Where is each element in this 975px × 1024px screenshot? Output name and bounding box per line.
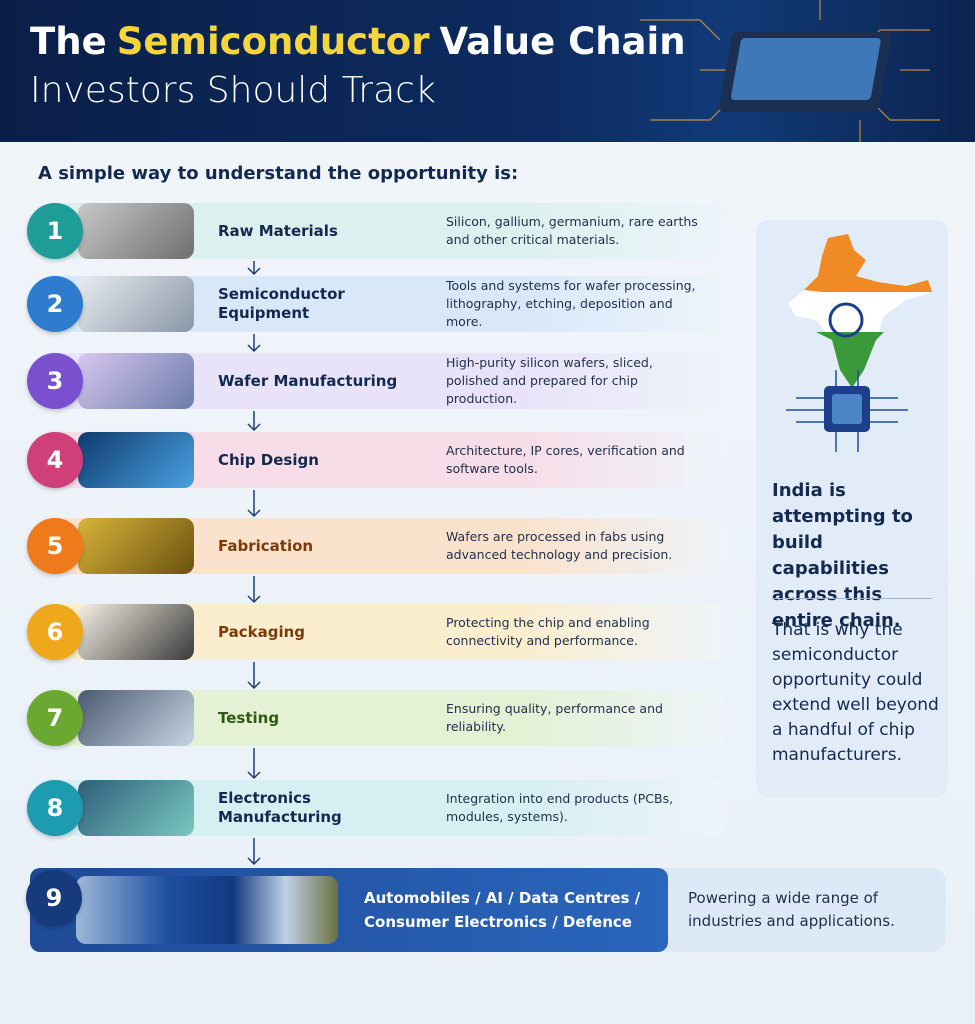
arrow [247,838,261,866]
arrow [247,334,261,353]
step-title: Packaging [218,622,305,641]
step-number: 2 [27,276,83,332]
subtitle: Investors Should Track [30,70,436,111]
step-title: Electronics Manufacturing [218,789,342,826]
step-image [78,432,194,488]
step-title: Raw Materials [218,221,338,240]
step-title: Semiconductor Equipment [218,285,345,322]
step-number: 9 [26,870,82,926]
arrow [247,490,261,518]
step-description: Architecture, IP cores, verification and… [446,443,685,476]
step-number: 5 [27,518,83,574]
step-title: Fabrication [218,536,314,555]
step-title: Testing [218,708,280,727]
step-title: Automobiles / AI / Data Centres / Consum… [364,889,641,931]
step-number: 6 [27,604,83,660]
step-title: Wafer Manufacturing [218,371,398,390]
title-highlight: Semiconductor [116,20,430,63]
step-description: Integration into end products (PCBs, mod… [446,791,674,824]
step-description: Tools and systems for wafer processing, … [446,278,696,329]
step-description: Wafers are processed in fabs using advan… [446,529,673,562]
divider [772,598,932,599]
step-number: 1 [27,203,83,259]
title-part: Value Chain [439,20,686,63]
side-body: That is why the semiconductor opportunit… [772,620,939,765]
step-image [78,518,194,574]
side-highlight: India is attempting to build capabilitie… [772,480,913,631]
step-title: Chip Design [218,450,319,469]
step-description: Protecting the chip and enabling connect… [446,615,650,648]
map-saffron [804,234,932,292]
step-image [76,876,338,944]
step-number: 3 [27,353,83,409]
step-description: Powering a wide range of industries and … [688,889,895,930]
step-description: Silicon, gallium, germanium, rare earths… [446,214,698,247]
step-number: 7 [27,690,83,746]
side-panel [756,220,948,797]
step-image [78,353,194,409]
intro: A simple way to understand the opportuni… [38,163,519,184]
arrow [247,411,261,432]
step-image [78,276,194,332]
circuit-art [640,0,940,142]
header: The Semiconductor Value Chain Investors Sh… [0,0,975,142]
step-image [78,690,194,746]
step-number: 4 [27,432,83,488]
arrow [247,576,261,604]
arrow [247,261,261,276]
step-description: Ensuring quality, performance and reliab… [446,701,663,734]
arrow [247,748,261,780]
arrow [247,662,261,690]
map-green [816,332,884,388]
step-image [78,780,194,836]
india-chip-icon [786,234,932,452]
chip-core [832,394,862,424]
step-number: 8 [27,780,83,836]
chakra [828,302,864,338]
step-image [78,203,194,259]
step-description: High-purity silicon wafers, sliced, poli… [446,355,653,406]
step-image [78,604,194,660]
title-part: The [30,20,107,63]
chip-top [731,38,881,100]
title: The Semiconductor Value Chain [30,20,696,63]
